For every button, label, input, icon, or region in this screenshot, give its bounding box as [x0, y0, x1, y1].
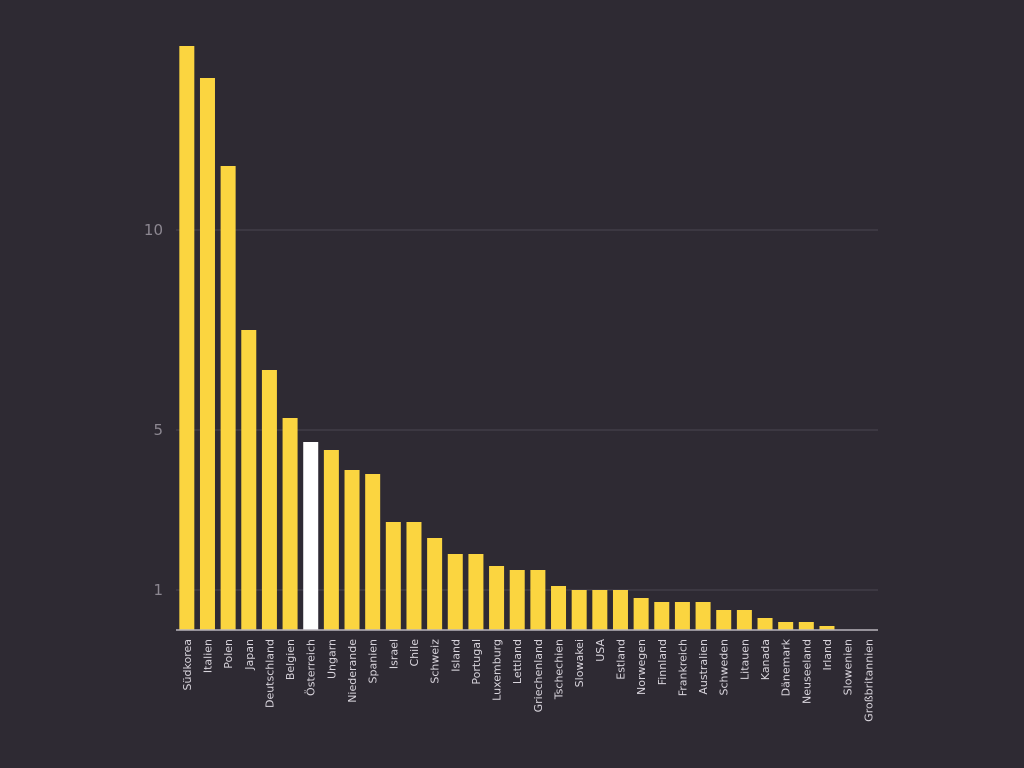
bar: [468, 554, 484, 630]
bar: [551, 586, 567, 630]
x-tick-label: Irland: [821, 639, 834, 671]
bar: [736, 610, 752, 630]
bar: [406, 522, 422, 630]
grid-lines: [176, 229, 878, 591]
x-tick-label: Niederande: [346, 639, 359, 703]
x-tick-label: Spanien: [367, 639, 380, 684]
x-tick-label: Slowenien: [842, 639, 855, 695]
x-tick-label: Norwegen: [635, 639, 648, 695]
bar: [757, 618, 773, 630]
x-tick-label: Finnland: [656, 639, 669, 685]
bar: [530, 570, 546, 630]
y-tick-label: 5: [153, 421, 163, 439]
x-tick-label: USA: [594, 639, 607, 662]
x-tick-label: Portugal: [470, 639, 483, 685]
bar: [427, 538, 443, 630]
x-tick-label: Luxemburg: [491, 639, 504, 701]
bar: [509, 570, 525, 630]
bar: [241, 330, 257, 630]
x-tick-label: Polen: [222, 639, 235, 669]
bar: [323, 450, 339, 630]
bar: [778, 622, 794, 630]
x-tick-label: Australien: [697, 639, 710, 695]
bar: [365, 474, 381, 630]
x-tick-label: Frankreich: [676, 639, 689, 696]
x-tick-label: Slowakei: [573, 639, 586, 687]
y-tick-label: 1: [153, 581, 163, 599]
x-tick-label: Großbritannien: [862, 639, 875, 722]
x-tick-label: Tschechien: [553, 639, 566, 700]
x-tick-label: Griechenland: [532, 639, 545, 712]
x-tick-label: Estland: [614, 639, 627, 680]
bar: [385, 522, 401, 630]
x-tick-label: Österreich: [305, 639, 318, 696]
bar: [571, 590, 587, 630]
x-tick-label: Japan: [243, 639, 256, 671]
x-tick-label: Belgien: [284, 639, 297, 680]
bar: [282, 418, 298, 630]
x-tick-label: Schweiz: [429, 639, 442, 684]
bar: [199, 78, 215, 630]
x-tick-label: Island: [449, 639, 462, 672]
x-tick-label: Deutschland: [263, 639, 276, 708]
bar: [220, 166, 236, 630]
x-tick-label: Neuseeland: [800, 639, 813, 704]
x-tick-label: Südkorea: [181, 639, 194, 690]
x-axis-ticks: Südkorea Italien Polen Japan Deutschland Belg…: [181, 638, 875, 721]
bar: [489, 566, 505, 630]
x-tick-label: Dänemark: [780, 638, 793, 696]
bar: [633, 598, 649, 630]
bar: [303, 442, 319, 630]
x-tick-label: Chile: [408, 639, 421, 667]
bar: [344, 470, 360, 630]
bars: [179, 46, 835, 630]
bar: [695, 602, 711, 630]
x-tick-label: Schweden: [718, 639, 731, 696]
bar: [819, 626, 835, 630]
bar: [716, 610, 732, 630]
x-tick-label: Lettland: [511, 639, 524, 684]
x-tick-label: Kanada: [759, 639, 772, 680]
x-tick-label: Ungarn: [325, 639, 338, 679]
x-tick-label: Israel: [387, 639, 400, 669]
bar: [179, 46, 195, 630]
x-tick-label: Litauen: [738, 639, 751, 680]
bar: [612, 590, 628, 630]
bar: [447, 554, 463, 630]
bar: [261, 370, 277, 630]
x-tick-label: Italien: [201, 639, 214, 673]
bar: [592, 590, 608, 630]
bar: [654, 602, 670, 630]
y-tick-label: 10: [144, 221, 163, 239]
bar: [798, 622, 814, 630]
bar: [674, 602, 690, 630]
